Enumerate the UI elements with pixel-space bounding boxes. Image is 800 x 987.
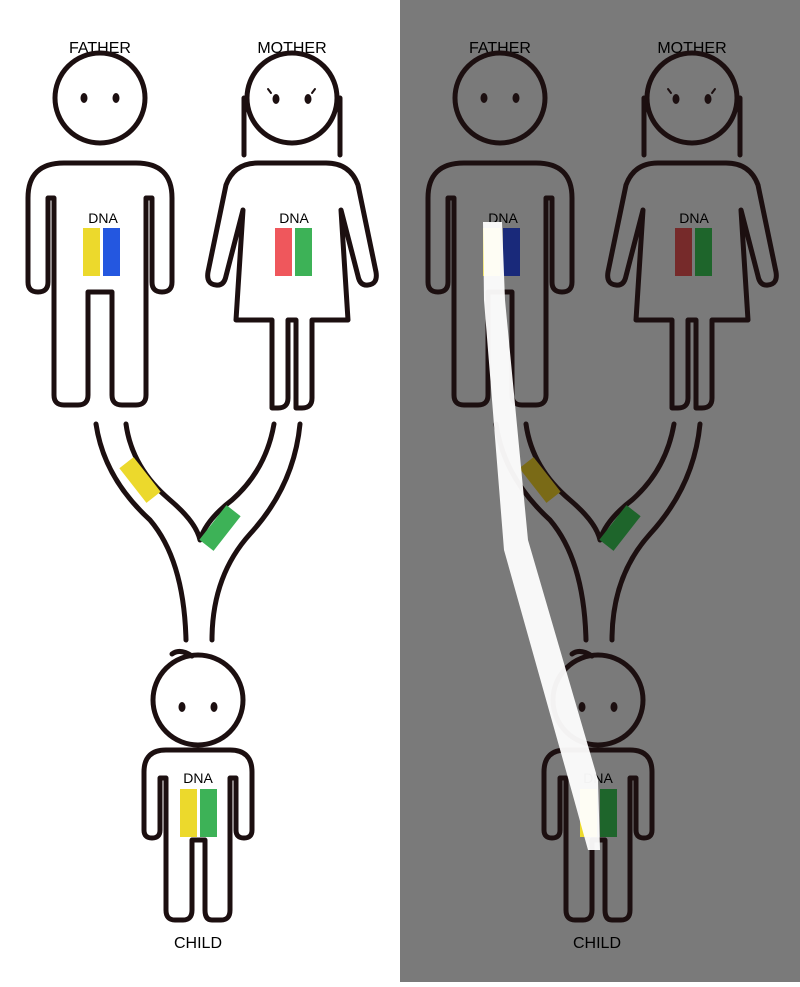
mother-dna-label-dim: DNA — [679, 210, 709, 226]
father-dna-strand-2-dim — [503, 228, 520, 276]
father-dna-strand-1 — [83, 228, 100, 276]
father-dna-strand-2 — [103, 228, 120, 276]
panel-left: FATHER MOTHER DNA DNA DNA — [0, 0, 400, 982]
father-face-dim — [480, 93, 520, 103]
mother-dna-strand-1 — [275, 228, 292, 276]
mother-dna-strand-2 — [295, 228, 312, 276]
child-dna-strand-2 — [200, 789, 217, 837]
child-dna-label: DNA — [183, 770, 213, 786]
mother-dna-strand-2-dim — [695, 228, 712, 276]
father-label: FATHER — [69, 40, 131, 57]
child-face-dim — [578, 702, 618, 712]
child-face — [178, 702, 218, 712]
child-dna-strand-2-dim-top — [600, 789, 617, 837]
mother-label: MOTHER — [257, 40, 326, 57]
panel-right: FATHER MOTHER — [400, 0, 800, 982]
mother-label-dim: MOTHER — [657, 40, 726, 57]
mother-dna-strand-1-dim — [675, 228, 692, 276]
inherited-segment-father-dim — [519, 457, 561, 503]
mother-face-dim — [667, 88, 716, 104]
father-dna-label: DNA — [88, 210, 118, 226]
inherited-segment-mother-dim — [599, 505, 641, 551]
father-label-dim: FATHER — [469, 40, 531, 57]
child-label-dim: CHILD — [573, 935, 621, 952]
father-face — [80, 93, 120, 103]
child-dna-strand-1 — [180, 789, 197, 837]
child-label: CHILD — [174, 935, 222, 952]
inherited-segment-mother — [199, 505, 241, 551]
inheritance-highlight-path — [483, 222, 600, 850]
inherited-segment-father — [119, 457, 161, 503]
mother-dna-label: DNA — [279, 210, 309, 226]
mother-face — [267, 88, 316, 104]
